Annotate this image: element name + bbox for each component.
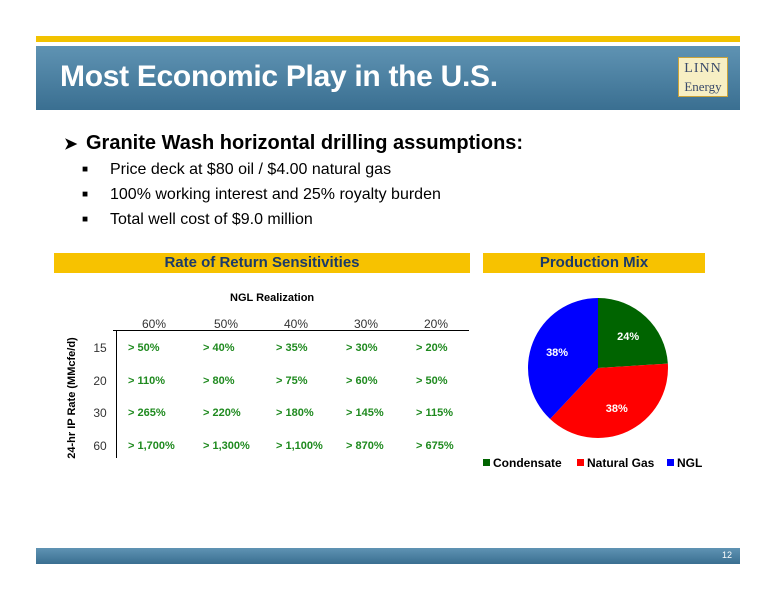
column-header: 30%: [353, 317, 379, 331]
table-cell: > 1,700%: [128, 440, 175, 452]
pie-label-ngl: 38%: [546, 347, 568, 359]
legend-label: Condensate: [493, 456, 562, 470]
legend-swatch: [577, 459, 584, 466]
square-bullet-icon: ■: [82, 189, 89, 200]
logo-line-1: LINN: [684, 61, 722, 76]
column-header: 20%: [423, 317, 449, 331]
production-mix-band-title: Production Mix: [483, 253, 705, 273]
title-bar: Most Economic Play in the U.S.: [36, 46, 740, 110]
legend-label: NGL: [677, 456, 703, 470]
table-cell: > 30%: [346, 342, 378, 354]
pie-label-condensate: 24%: [617, 331, 639, 343]
assumptions-heading-text: Granite Wash horizontal drilling assumpt…: [86, 132, 524, 154]
table-cell: > 60%: [346, 375, 378, 387]
legend-label: Natural Gas: [587, 456, 655, 470]
top-accent-stripe: [36, 36, 740, 42]
legend-swatch: [667, 459, 674, 466]
page-number: 12: [721, 550, 732, 560]
table-cell: > 40%: [203, 342, 235, 354]
square-bullet-icon: ■: [82, 164, 89, 175]
pie-chart-svg: 24% 38% 38%: [528, 298, 668, 438]
table-cell: > 870%: [346, 440, 384, 452]
table-cell: > 20%: [416, 342, 448, 354]
legend-item-condensate: Condensate: [483, 456, 562, 470]
bullet-text: Total well cost of $9.0 million: [110, 211, 313, 228]
legend-swatch: [483, 459, 490, 466]
row-header: 20: [93, 374, 107, 388]
table-axis-rule: [116, 330, 117, 458]
column-header: 40%: [283, 317, 309, 331]
table-cell: > 80%: [203, 375, 235, 387]
column-header: 50%: [213, 317, 239, 331]
table-title: NGL Realization: [230, 292, 315, 304]
assumptions-heading: ➤ Granite Wash horizontal drilling assump…: [64, 132, 523, 155]
legend-item-ngl: NGL: [667, 456, 702, 470]
slide-title: Most Economic Play in the U.S.: [60, 60, 498, 93]
table-cell: > 145%: [346, 407, 384, 419]
row-header: 30: [93, 406, 107, 420]
legend-item-natural-gas: Natural Gas: [577, 456, 654, 470]
row-header: 60: [93, 439, 107, 453]
logo-line-2: Energy: [684, 79, 722, 94]
production-mix-chart: 24% 38% 38%: [526, 296, 670, 445]
table-cell: > 115%: [416, 407, 454, 419]
table-cell: > 180%: [276, 407, 314, 419]
table-cell: > 1,300%: [203, 440, 250, 452]
table-cell: > 75%: [276, 375, 308, 387]
column-header: 60%: [141, 317, 167, 331]
bullet-item: ■ Total well cost of $9.0 million: [82, 211, 313, 229]
pie-label-natural-gas: 38%: [606, 403, 628, 415]
bullet-text: Price deck at $80 oil / $4.00 natural ga…: [110, 161, 392, 178]
pie-slice-ngl: [528, 298, 598, 420]
table-cell: > 220%: [203, 407, 241, 419]
bullet-item: ■ Price deck at $80 oil / $4.00 natural g…: [82, 161, 391, 179]
bullet-text: 100% working interest and 25% royalty bu…: [110, 186, 441, 203]
table-cell: > 265%: [128, 407, 166, 419]
chevron-right-icon: ➤: [64, 136, 78, 153]
pie-slice-natural-gas: [550, 363, 668, 438]
pie-slice-condensate: [598, 298, 668, 368]
table-header-rule: [113, 330, 469, 331]
table-cell: > 110%: [128, 375, 166, 387]
table-cell: > 50%: [128, 342, 160, 354]
y-axis-label: 24-hr IP Rate (MMcfe/d): [66, 337, 78, 459]
square-bullet-icon: ■: [82, 214, 89, 225]
bullet-item: ■ 100% working interest and 25% royalty b…: [82, 186, 441, 204]
table-cell: > 1,100%: [276, 440, 323, 452]
footer-bar: 12: [36, 548, 740, 564]
row-header: 15: [93, 341, 107, 355]
table-cell: > 50%: [416, 375, 448, 387]
table-cell: > 675%: [416, 440, 454, 452]
company-logo: LINN Energy: [678, 57, 728, 97]
sensitivity-band-title: Rate of Return Sensitivities: [54, 253, 470, 273]
table-cell: > 35%: [276, 342, 308, 354]
